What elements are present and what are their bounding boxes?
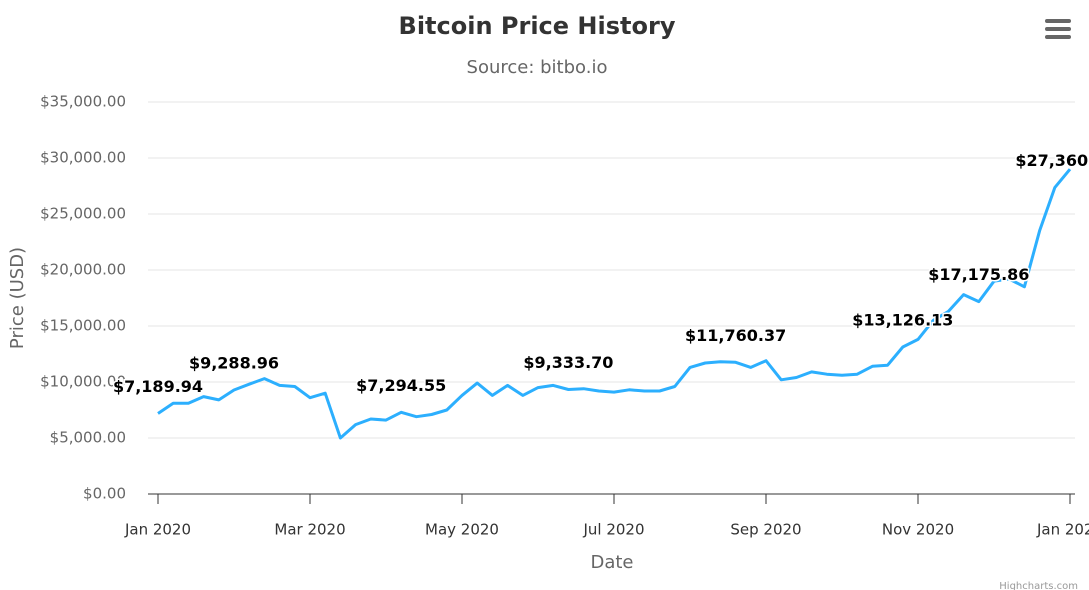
data-label: $27,360. — [1015, 151, 1089, 170]
line-series — [157, 168, 1072, 440]
y-tick-label: $10,000.00 — [40, 373, 126, 391]
data-label: $7,189.94 — [113, 377, 203, 396]
x-tick-label: Mar 2020 — [274, 521, 345, 539]
y-tick-label: $35,000.00 — [40, 93, 126, 111]
y-tick-label: $0.00 — [83, 485, 126, 503]
y-tick-label: $30,000.00 — [40, 149, 126, 167]
y-tick-label: $25,000.00 — [40, 205, 126, 223]
credits[interactable]: Highcharts.com — [999, 581, 1078, 590]
chart-subtitle: Source: bitbo.io — [467, 57, 608, 78]
y-axis-title: Price (USD) — [7, 247, 28, 349]
data-label: $11,760.37 — [685, 326, 786, 345]
data-label: $9,333.70 — [523, 353, 613, 372]
x-tick-label: Nov 2020 — [882, 521, 954, 539]
y-tick-label: $5,000.00 — [50, 429, 126, 447]
data-label: $13,126.13 — [852, 310, 953, 329]
menu-bar — [1045, 19, 1071, 23]
y-tick-label: $15,000.00 — [40, 317, 126, 335]
data-label: $7,294.55 — [356, 376, 446, 395]
menu-bar — [1045, 27, 1071, 31]
menu-button[interactable] — [1045, 19, 1071, 39]
x-axis-title: Date — [590, 552, 633, 573]
x-tick-label: Jan 2020 — [124, 521, 191, 539]
x-tick-label: Jan 2021 — [1036, 521, 1089, 539]
x-tick-label: Sep 2020 — [730, 521, 801, 539]
x-tick-label: May 2020 — [425, 521, 499, 539]
data-label: $9,288.96 — [189, 353, 279, 372]
x-tick-label: Jul 2020 — [582, 521, 644, 539]
data-label: $17,175.86 — [928, 265, 1029, 284]
y-tick-label: $20,000.00 — [40, 261, 126, 279]
menu-bar — [1045, 35, 1071, 39]
chart-title: Bitcoin Price History — [399, 12, 676, 40]
